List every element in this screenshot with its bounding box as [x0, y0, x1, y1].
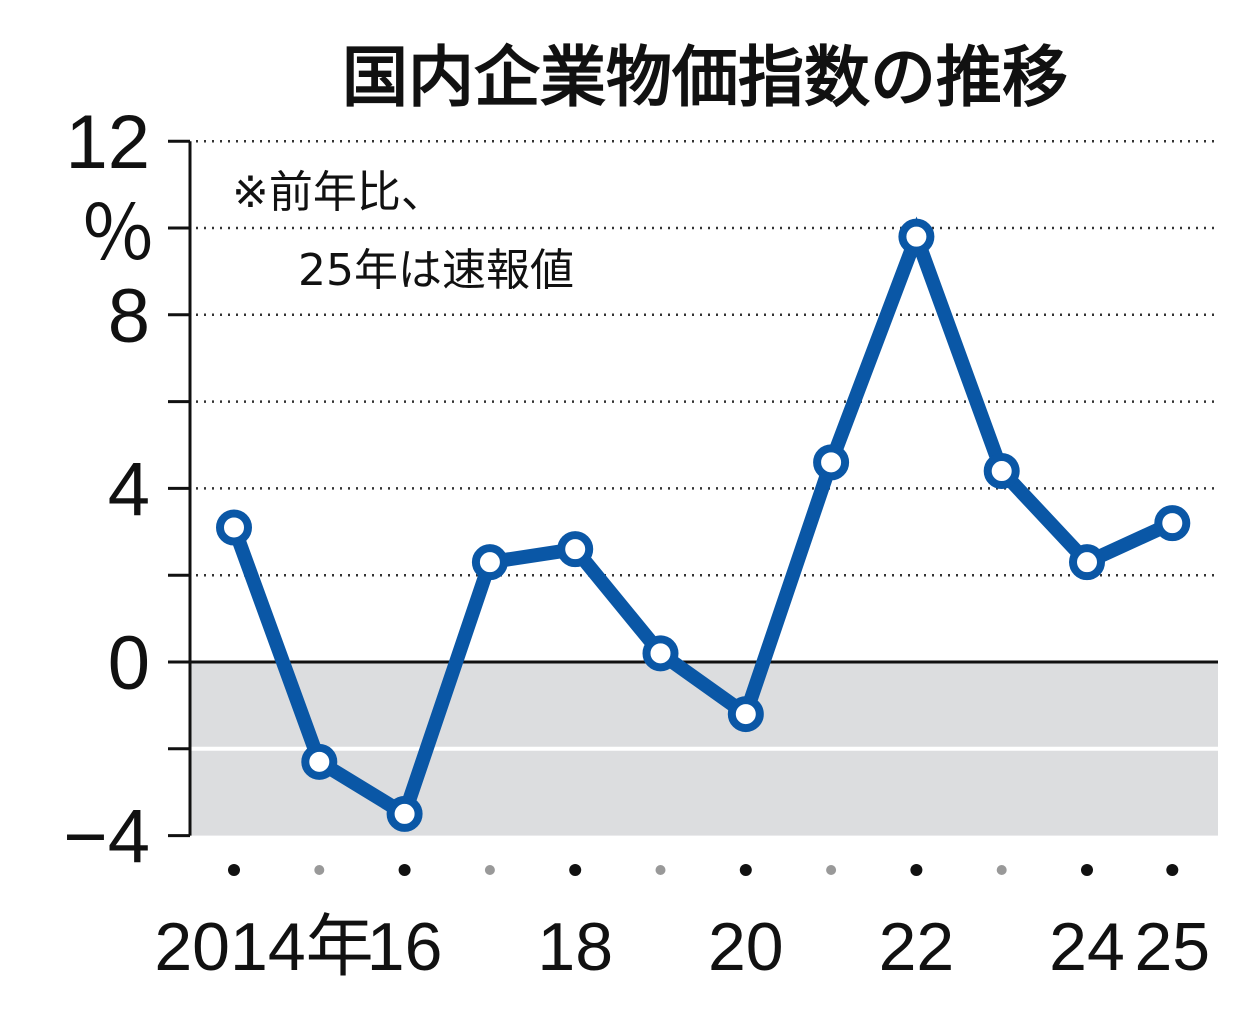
- data-point-2020: [727, 696, 764, 733]
- x-tick-dot: [910, 864, 923, 876]
- chart-title: 国内企業物価指数の推移: [342, 39, 1068, 116]
- data-point-2023: [983, 453, 1020, 490]
- x-tick-dot: [996, 865, 1007, 875]
- data-point-2015: [301, 743, 338, 780]
- x-tick-dot: [1166, 864, 1179, 876]
- x-tick-label: 16: [367, 909, 443, 985]
- data-point-2014: [216, 509, 252, 546]
- y-unit-label: ％: [80, 192, 156, 277]
- x-tick-label: 18: [537, 909, 613, 985]
- data-point-2017: [471, 544, 508, 581]
- data-point-2022: [898, 218, 935, 255]
- x-tick-dot: [569, 864, 582, 876]
- x-tick-dot: [1081, 864, 1093, 876]
- x-tick-dot: [484, 865, 495, 875]
- y-tick-label: 4: [108, 447, 150, 532]
- y-tick-label: −4: [63, 795, 150, 880]
- x-tick-dot: [228, 864, 240, 876]
- data-point-2018: [557, 531, 594, 568]
- annotation-line-1: ※前年比、: [232, 167, 445, 218]
- data-point-2019: [642, 635, 679, 672]
- x-tick-dot: [655, 865, 666, 875]
- x-tick-dot: [739, 864, 752, 876]
- data-point-2025: [1154, 505, 1191, 542]
- x-tick-dot: [826, 865, 837, 875]
- data-point-2016: [386, 795, 423, 832]
- x-tick-dot: [314, 865, 325, 875]
- x-tick-label: 20: [708, 909, 784, 985]
- y-tick-label: 0: [108, 621, 150, 706]
- y-tick-label: 8: [108, 274, 150, 359]
- data-point-2024: [1069, 544, 1105, 581]
- x-tick-label: 22: [879, 909, 955, 985]
- y-tick-label: 12: [65, 100, 150, 185]
- x-tick-label: 24: [1049, 909, 1125, 985]
- x-tick-label: 25: [1134, 909, 1210, 985]
- x-tick-dot: [398, 864, 411, 876]
- data-point-2021: [813, 444, 850, 481]
- x-tick-label: 2014年: [154, 909, 373, 985]
- annotation-line-2: 25年は速報値: [298, 245, 574, 296]
